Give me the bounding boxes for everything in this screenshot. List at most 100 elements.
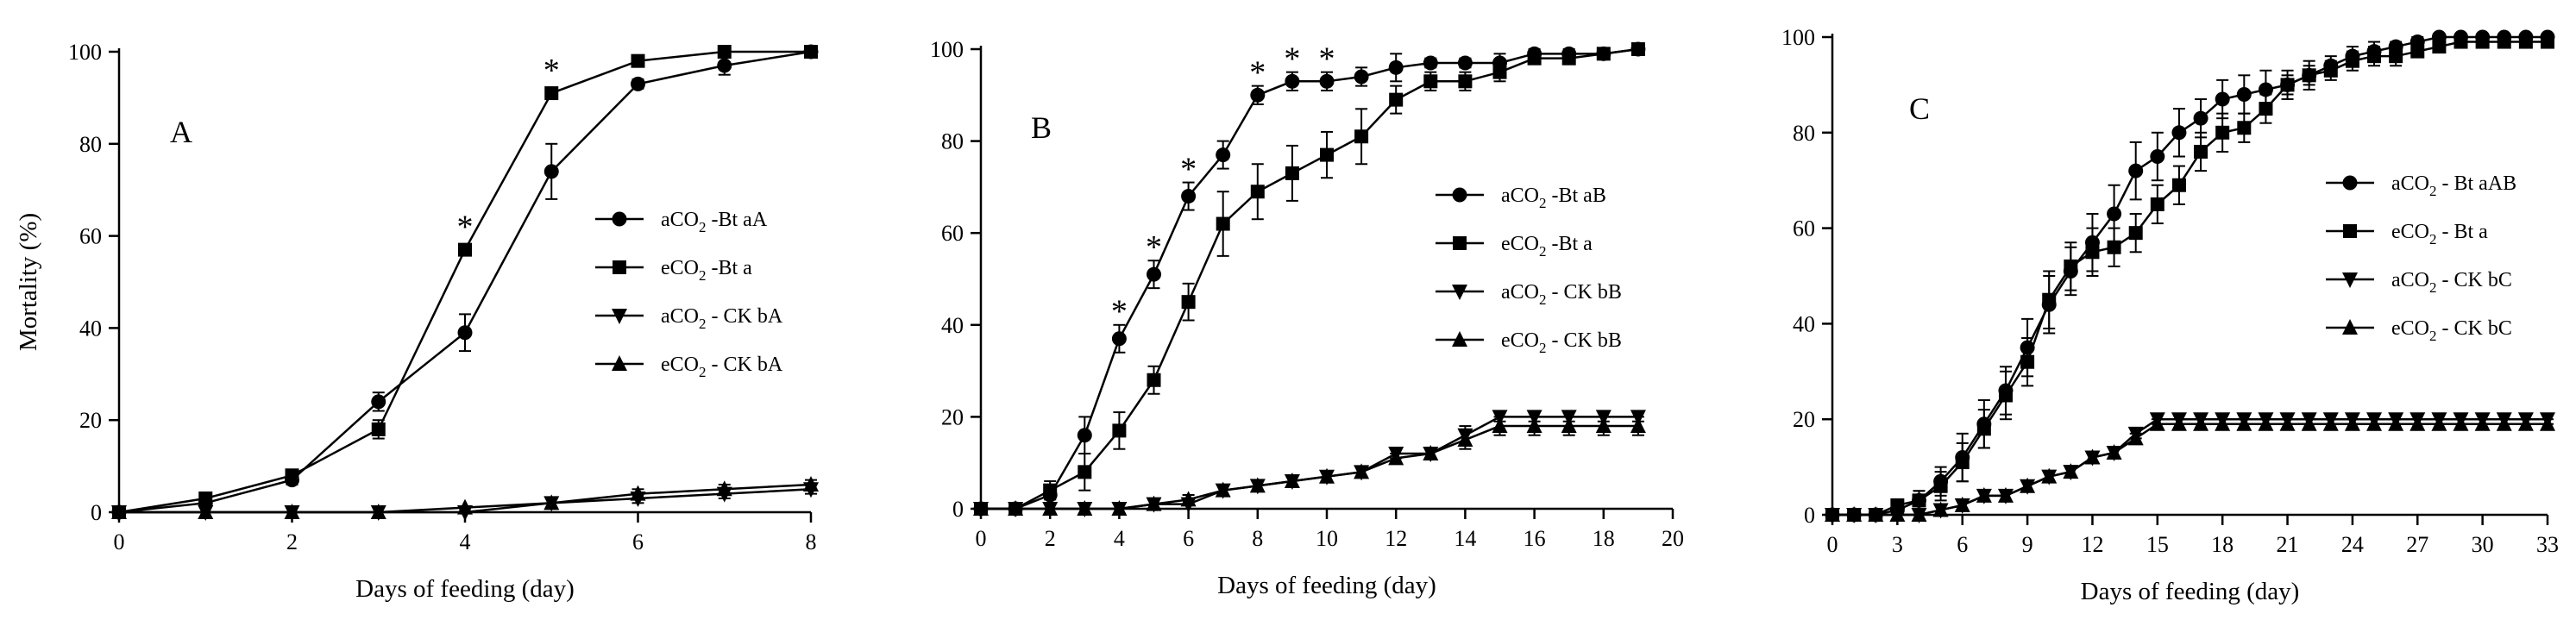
legend-marker	[2342, 272, 2358, 288]
data-point	[1042, 500, 1059, 516]
data-point	[285, 468, 299, 483]
data-point	[1630, 417, 1646, 434]
data-point	[2389, 49, 2403, 64]
data-point	[1284, 473, 1300, 489]
data-point	[2171, 125, 2187, 141]
data-point	[1527, 51, 1542, 66]
data-point	[2431, 415, 2447, 431]
data-point	[1147, 266, 1161, 282]
legend-label: eCO2 -Bt a	[1501, 233, 1593, 260]
data-point	[2496, 415, 2512, 431]
data-point	[2518, 34, 2533, 49]
data-point	[2150, 197, 2164, 211]
legend: aCO2 -Bt aA eCO2 -Bt a aCO2 - CK bA eCO2 - …	[595, 209, 783, 380]
data-point	[1319, 73, 1335, 89]
y-tick-label: 80	[79, 132, 102, 157]
data-point	[1492, 65, 1507, 79]
data-point	[371, 394, 386, 410]
data-point	[1181, 295, 1196, 310]
data-point	[1078, 465, 1092, 479]
data-point	[457, 325, 473, 341]
significance-star: *	[1284, 41, 1300, 77]
panel-label: B	[1031, 110, 1052, 145]
data-point	[2084, 448, 2101, 465]
significance-star: *	[1180, 151, 1197, 187]
data-point	[2279, 415, 2296, 431]
data-point	[2063, 463, 2079, 479]
x-tick-label: 4	[460, 529, 471, 554]
data-point	[2474, 415, 2491, 431]
data-point	[2085, 245, 2100, 260]
x-tick-label: 20	[1662, 526, 1684, 551]
series-line	[1832, 35, 2548, 517]
data-point	[1077, 500, 1093, 516]
data-point	[2540, 415, 2555, 431]
data-point	[2193, 110, 2208, 126]
data-point	[2236, 86, 2252, 102]
data-point	[198, 504, 214, 519]
x-tick-label: 6	[1957, 532, 1968, 557]
data-point	[2107, 240, 2121, 254]
x-tick-label: 14	[1454, 526, 1476, 551]
y-tick-label: 60	[79, 224, 102, 249]
data-point	[2149, 415, 2165, 431]
data-point	[1320, 147, 1334, 162]
legend: aCO2 -Bt aB eCO2 -Bt a aCO2 - CK bB eCO2 - …	[1436, 185, 1622, 356]
data-point	[1976, 422, 1991, 436]
data-point	[1250, 185, 1265, 199]
y-tick-label: 0	[952, 497, 964, 522]
series-line	[981, 424, 1638, 510]
legend-label: eCO2 - CK bC	[2391, 317, 2512, 344]
legend-label: aCO2 - Bt aAB	[2391, 172, 2516, 199]
data-point	[2541, 34, 2554, 49]
data-point	[1008, 500, 1024, 516]
x-tick-label: 15	[2146, 532, 2169, 557]
data-point	[1955, 455, 1970, 470]
data-point	[371, 422, 386, 436]
data-point	[717, 58, 732, 73]
series-line	[1832, 41, 2548, 517]
data-point	[1423, 55, 1438, 71]
data-point	[1147, 373, 1161, 387]
data-point	[1933, 479, 1948, 493]
data-point	[2215, 91, 2230, 107]
x-tick-label: 18	[2211, 532, 2234, 557]
x-tick-label: 3	[1892, 532, 1903, 557]
data-point	[1423, 445, 1439, 461]
legend-marker	[613, 260, 626, 274]
data-point	[1354, 463, 1370, 479]
series-square	[112, 45, 818, 519]
y-tick-label: 100	[1781, 25, 1815, 50]
x-tick-label: 33	[2536, 532, 2559, 557]
legend-label: eCO2 - Bt a	[2391, 221, 2488, 247]
data-point	[1976, 486, 1992, 503]
data-point	[1043, 483, 1058, 498]
data-point	[2127, 429, 2144, 446]
legend-marker	[1452, 187, 1467, 203]
data-point	[1215, 481, 1231, 498]
series-tri-up	[973, 416, 1646, 516]
data-point	[1111, 500, 1128, 516]
significance-star: *	[1111, 293, 1128, 329]
legend: aCO2 - Bt aAB eCO2 - Bt a aCO2 - CK bC eCO2…	[2326, 172, 2516, 344]
data-point	[2194, 144, 2208, 159]
data-point	[2475, 34, 2490, 49]
data-point	[1216, 216, 1230, 231]
data-point	[1181, 189, 1197, 204]
data-point	[2128, 226, 2143, 241]
data-point	[1285, 73, 1300, 89]
legend-marker	[612, 211, 627, 227]
data-point	[2259, 102, 2273, 116]
data-point	[1595, 417, 1612, 434]
data-point	[2366, 415, 2383, 431]
data-point	[1457, 55, 1473, 71]
legend-marker	[612, 355, 627, 371]
x-tick-label: 16	[1524, 526, 1546, 551]
data-point	[543, 494, 560, 510]
panel-label: A	[170, 115, 192, 149]
data-point	[1388, 449, 1404, 466]
data-point	[1457, 431, 1473, 448]
x-tick-label: 18	[1593, 526, 1615, 551]
x-tick-label: 24	[2341, 532, 2364, 557]
data-point	[2258, 82, 2273, 97]
